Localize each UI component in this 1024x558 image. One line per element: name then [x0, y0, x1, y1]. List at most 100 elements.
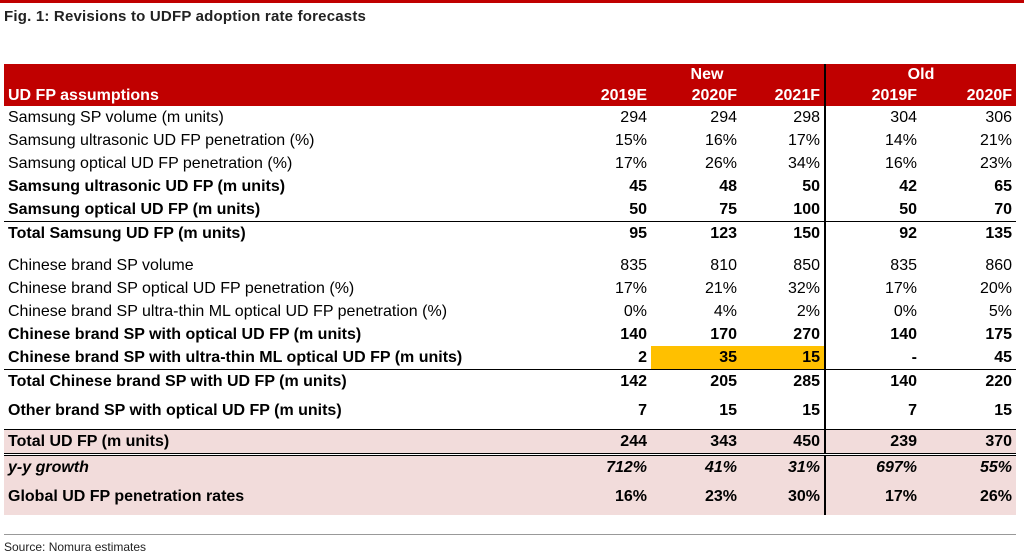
table-row: Total Chinese brand SP with UD FP (m uni… — [4, 369, 1016, 393]
table-cell: 810 — [710, 257, 737, 274]
table-cell: 17% — [741, 129, 826, 152]
table-row: Chinese brand SP with ultra-thin ML opti… — [4, 346, 1017, 370]
assumptions-table-wrap: New Old UD FP assumptions 2019E 2020F 20… — [4, 64, 1017, 515]
figure-title: Fig. 1: Revisions to UDFP adoption rate … — [4, 8, 367, 25]
table-cell: 45 — [629, 178, 647, 195]
row-label: Total UD FP (m units) — [4, 429, 590, 456]
table-cell: 294 — [710, 109, 737, 126]
table-row: Total UD FP (m units) 244 343 450 239 370 — [4, 429, 1017, 456]
table-cell: 123 — [710, 225, 737, 242]
table-cell: 41% — [651, 454, 741, 479]
row-label: Samsung ultrasonic UD FP (m units) — [8, 178, 286, 195]
spacer-cell — [590, 245, 651, 254]
table-cell: 14% — [884, 132, 917, 149]
row-label: Samsung optical UD FP (m units) — [4, 198, 590, 222]
header-col: 2021F — [741, 85, 826, 106]
table-cell: 697% — [825, 454, 921, 479]
row-label: Global UD FP penetration rates — [4, 479, 590, 515]
row-label: Chinese brand SP volume — [8, 257, 194, 274]
table-row: Other brand SP with optical UD FP (m uni… — [4, 393, 1016, 430]
table-cell: 170 — [710, 326, 737, 343]
spacer-cell — [4, 245, 590, 254]
table-cell: 35 — [651, 346, 741, 370]
table-cell: 140 — [890, 326, 917, 343]
table-row: Global UD FP penetration rates 16% 23% 30% 1… — [4, 479, 1017, 515]
table-cell: 285 — [741, 369, 826, 393]
header-row-label: UD FP assumptions — [4, 85, 590, 106]
table-cell: 7 — [638, 402, 647, 419]
row-label: Total Samsung UD FP (m units) — [8, 225, 246, 242]
table-cell: 23% — [651, 479, 741, 515]
table-cell: 220 — [985, 373, 1013, 390]
table-cell: 30% — [741, 479, 826, 515]
table-cell: 55% — [921, 454, 1017, 479]
table-cell: 835 — [890, 257, 917, 274]
table-row: Samsung ultrasonic UD FP penetration (%)… — [4, 129, 1016, 152]
table-cell: 850 — [741, 254, 826, 277]
table-cell: 860 — [985, 257, 1013, 274]
table-cell: 50 — [741, 175, 826, 198]
row-label: Samsung ultrasonic UD FP penetration (%) — [8, 132, 315, 149]
table-cell: 175 — [985, 326, 1013, 343]
header-col: 2019F — [825, 85, 921, 106]
table-cell: 16% — [704, 132, 737, 149]
top-rule — [0, 0, 1024, 3]
table-cell: 16% — [884, 155, 917, 172]
source-note: Source: Nomura estimates — [4, 540, 147, 554]
table-row: Chinese brand SP optical UD FP penetrati… — [4, 277, 1016, 300]
table-row: Samsung ultrasonic UD FP (m units) 45 48 50… — [4, 175, 1016, 198]
table-cell: 142 — [620, 373, 647, 390]
table-cell: 298 — [741, 106, 826, 129]
table-cell: 5% — [988, 303, 1013, 320]
table-cell: 15 — [741, 346, 826, 370]
header-group-old: Old — [825, 64, 1017, 85]
table-cell: 15 — [719, 402, 737, 419]
table-cell: 239 — [825, 429, 921, 456]
table-cell: 140 — [620, 326, 647, 343]
table-cell: 15 — [741, 393, 826, 430]
table-cell: 65 — [994, 178, 1013, 195]
table-cell: 370 — [921, 429, 1017, 456]
table-cell: 23% — [979, 155, 1013, 172]
table-cell: 135 — [985, 225, 1013, 242]
table-cell: 306 — [985, 109, 1013, 126]
table-cell: 100 — [741, 198, 826, 222]
assumptions-table: New Old UD FP assumptions 2019E 2020F 20… — [4, 64, 1017, 515]
table-row: Chinese brand SP ultra-thin ML optical U… — [4, 300, 1016, 323]
table-cell: 835 — [620, 257, 647, 274]
table-cell: 16% — [590, 479, 651, 515]
table-cell: 2% — [741, 300, 826, 323]
header-col-row: UD FP assumptions 2019E 2020F 2021F 2019… — [4, 85, 1017, 106]
table-cell: 31% — [741, 454, 826, 479]
table-cell: 48 — [719, 178, 737, 195]
row-label: Other brand SP with optical UD FP (m uni… — [8, 402, 342, 419]
table-cell: 4% — [713, 303, 737, 320]
table-cell: - — [825, 346, 921, 370]
table-cell: 26% — [921, 479, 1017, 515]
table-cell: 21% — [979, 132, 1013, 149]
table-cell: 32% — [741, 277, 826, 300]
table-cell: 712% — [590, 454, 651, 479]
table-cell: 244 — [590, 429, 651, 456]
table-cell: 270 — [741, 323, 826, 346]
table-cell: 34% — [741, 152, 826, 175]
spacer-cell — [741, 245, 826, 254]
table-cell: 7 — [908, 402, 917, 419]
table-row: Samsung optical UD FP penetration (%) 17%… — [4, 152, 1016, 175]
table-cell: 17% — [884, 280, 917, 297]
table-cell: 150 — [741, 221, 826, 245]
row-label: Samsung SP volume (m units) — [8, 109, 224, 126]
table-cell: 21% — [704, 280, 737, 297]
table-cell: 17% — [614, 155, 647, 172]
table-cell: 92 — [899, 225, 917, 242]
table-row: Total Samsung UD FP (m units) 95 123 150 92 1… — [4, 221, 1016, 245]
table-cell: 17% — [614, 280, 647, 297]
table-cell: 17% — [825, 479, 921, 515]
table-cell: 304 — [890, 109, 917, 126]
table-row: Chinese brand SP volume 835 810 850 835 860 — [4, 254, 1016, 277]
table-cell: 294 — [620, 109, 647, 126]
table-cell: 140 — [890, 373, 917, 390]
header-col: 2020F — [921, 85, 1017, 106]
table-cell: 26% — [704, 155, 737, 172]
bottom-rule — [4, 534, 1016, 535]
